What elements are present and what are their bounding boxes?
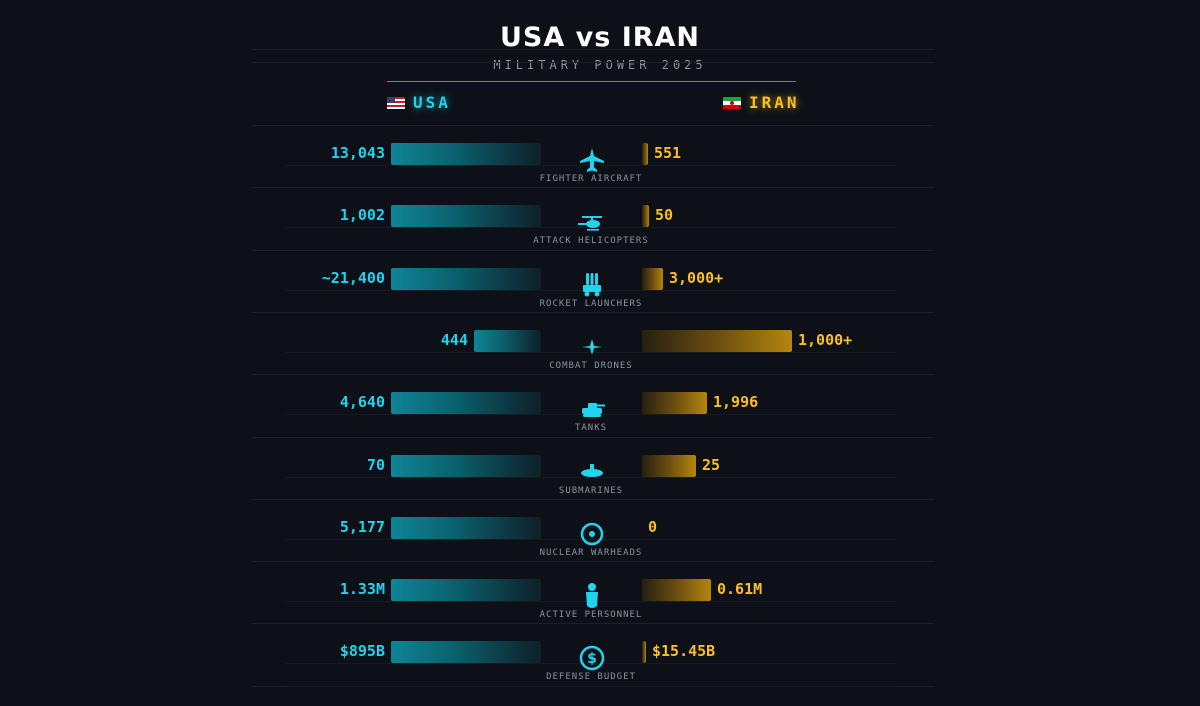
row-subdivider [285,686,897,687]
title-divider [387,81,796,82]
usa-bar [391,143,541,165]
category-label: ACTIVE PERSONNEL [539,610,643,620]
category-label: NUCLEAR WARHEADS [539,548,643,558]
submarine-icon [577,457,607,487]
row-divider [252,561,934,562]
iran-bar [642,143,648,165]
category-label: ROCKET LAUNCHERS [539,299,643,309]
usa-bar [391,455,541,477]
comparison-row: ~21,400 3,000+ ROCKET LAUNCHERS [0,252,1200,314]
nuclear-warhead-icon [577,519,607,549]
usa-value-label: 1,002 [339,206,385,224]
svg-text:$: $ [587,651,597,667]
row-divider [252,187,934,188]
usa-bar [391,517,541,539]
iran-value-label: 1,996 [713,393,759,411]
usa-bar [391,392,541,414]
usa-bar [391,268,541,290]
iran-bar [642,455,696,477]
category-label: COMBAT DRONES [549,361,633,371]
drone-icon [577,332,607,362]
iran-bar [642,330,792,352]
row-divider [252,125,934,126]
comparison-row: 1,002 50 ATTACK HELICOPTERS [0,189,1200,251]
row-divider [252,312,934,313]
tank-icon [577,394,607,424]
us-flag-icon [387,96,405,109]
usa-value-label: 5,177 [339,518,385,536]
usa-bar [391,205,541,227]
comparison-row: 70 25 SUBMARINES [0,439,1200,501]
usa-value-label: 70 [366,456,385,474]
comparison-row: $895B $15.45B $ DEFENSE BUDGET [0,625,1200,687]
iran-value-label: 0 [648,518,658,536]
row-divider [252,499,934,500]
iran-value-label: 3,000+ [669,269,724,287]
row-subdivider [285,477,897,478]
category-label: DEFENSE BUDGET [546,672,636,682]
comparison-row: 5,177 0 NUCLEAR WARHEADS [0,501,1200,563]
iran-value-label: 50 [655,206,674,224]
comparison-row: 13,043 551 FIGHTER AIRCRAFT [0,127,1200,189]
iran-bar [642,205,649,227]
iran-value-label: 551 [654,144,682,162]
iran-value-label: 1,000+ [798,331,853,349]
iran-bar [642,392,707,414]
rocket-launcher-icon [577,270,607,300]
usa-bar [391,579,541,601]
iran-value-label: $15.45B [652,642,716,660]
usa-value-label: 1.33M [339,580,385,598]
row-divider [252,250,934,251]
comparison-row: 444 1,000+ COMBAT DRONES [0,314,1200,376]
iran-value-label: 0.61M [717,580,763,598]
usa-bar [474,330,541,352]
usa-value-label: 13,043 [330,144,385,162]
row-subdivider [285,663,897,664]
category-label: TANKS [574,423,608,433]
helicopter-icon [577,207,607,237]
category-label: FIGHTER AIRCRAFT [539,174,643,184]
page-title: USA vs IRAN [499,22,701,53]
fighter-jet-icon [577,145,607,175]
usa-value-label: 4,640 [339,393,385,411]
soldier-icon [577,581,607,611]
iran-header-label: IRAN [749,93,800,112]
page-subtitle: MILITARY POWER 2025 [493,58,707,72]
usa-header: USA [387,93,451,112]
dollar-icon: $ [577,643,607,673]
header-divider [252,49,934,50]
row-divider [252,437,934,438]
usa-value-label: $895B [339,642,385,660]
row-subdivider [285,352,897,353]
category-label: SUBMARINES [558,486,624,496]
comparison-row: 4,640 1,996 TANKS [0,376,1200,438]
iran-bar [642,268,663,290]
usa-value-label: 444 [440,331,468,349]
iran-flag-icon [723,96,741,109]
iran-bar [642,641,646,663]
comparison-row: 1.33M 0.61M ACTIVE PERSONNEL [0,563,1200,625]
iran-bar [642,579,711,601]
row-divider [252,374,934,375]
category-label: ATTACK HELICOPTERS [533,236,649,246]
row-divider [252,623,934,624]
header-divider [252,62,934,63]
usa-bar [391,641,541,663]
row-subdivider [285,539,897,540]
iran-value-label: 25 [702,456,721,474]
usa-header-label: USA [413,93,451,112]
usa-value-label: ~21,400 [321,269,385,287]
iran-header: IRAN [723,93,800,112]
